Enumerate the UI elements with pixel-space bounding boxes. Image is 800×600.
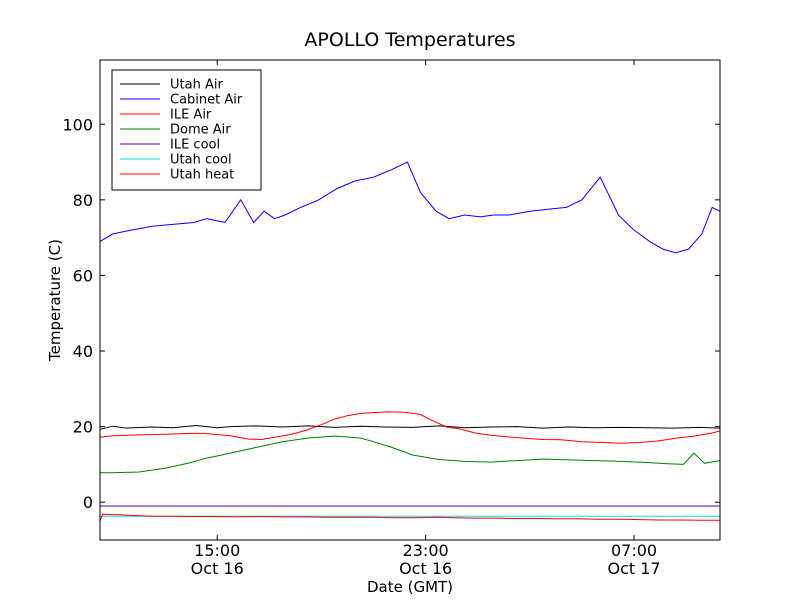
series-line-utah-air [99,424,721,430]
legend-box [111,69,262,191]
x-tick-label-date: Oct 16 [191,559,244,578]
y-tick-label: 80 [73,191,93,210]
y-tick-label: 40 [73,342,93,361]
y-axis-label: Temperature (C) [46,239,64,362]
series-layer [99,161,721,522]
legend-entry-label: Utah heat [170,168,234,183]
y-tick-label: 100 [62,115,93,134]
legend-entry-label: ILE cool [170,138,220,153]
y-tick-label: 0 [83,493,93,512]
chart-title: APOLLO Temperatures [304,29,515,51]
legend-entry-label: Dome Air [170,123,231,138]
series-line-dome-air [100,435,721,474]
series-line-ile-air [99,411,721,444]
series-line-cabinet-air [99,161,721,254]
legend-entry-label: ILE Air [170,108,212,123]
y-tick-label: 60 [73,266,93,285]
x-tick-label-time: 23:00 [403,541,449,560]
x-axis-label: Date (GMT) [367,578,453,596]
legend-entry-label: Utah Air [170,78,223,93]
legend-entry-label: Cabinet Air [170,93,243,108]
series-line-utah-heat [99,513,720,522]
x-tick-label-date: Oct 16 [399,559,452,578]
y-axis: 0 20 40 60 80 100 [62,115,720,512]
y-tick-label: 20 [73,418,93,437]
x-tick-label-date: Oct 17 [607,559,660,578]
legend-entry-label: Utah cool [170,153,232,168]
x-tick-label-time: 15:00 [194,541,240,560]
plot-frame [99,59,721,541]
x-tick-label-time: 07:00 [611,541,657,560]
